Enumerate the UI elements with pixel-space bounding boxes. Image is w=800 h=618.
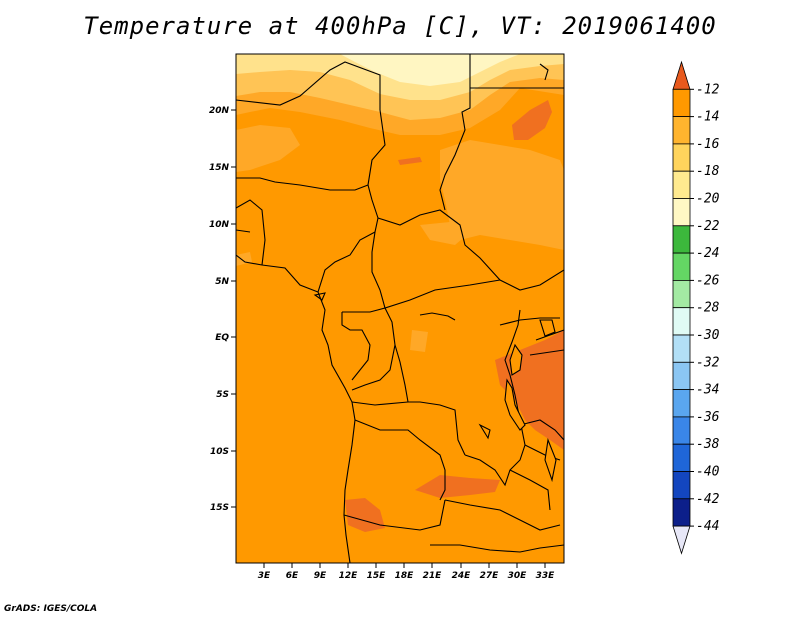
colorbar-segment xyxy=(672,498,691,527)
colorbar-label: -40 xyxy=(696,465,720,480)
colorbar-segment-top xyxy=(672,60,691,90)
svg-text:EQ: EQ xyxy=(215,333,229,343)
svg-text:12E: 12E xyxy=(339,571,359,581)
colorbar-segment xyxy=(672,443,691,472)
colorbar-label: -42 xyxy=(696,492,720,507)
lat-tick-5n: 5N xyxy=(215,277,236,287)
field-hot-south xyxy=(415,475,500,498)
country-borders xyxy=(236,54,564,563)
lon-tick-27e: 27E xyxy=(480,563,500,581)
colorbar-label: -24 xyxy=(696,246,719,261)
colorbar-label: -30 xyxy=(696,328,720,343)
svg-text:15E: 15E xyxy=(367,571,387,581)
colorbar-segment xyxy=(672,279,691,309)
colorbar-segment xyxy=(672,389,691,418)
grads-credit: GrADS: IGES/COLA xyxy=(4,604,98,614)
field-band-minus16-west xyxy=(236,125,300,172)
chart-title: Temperature at 400hPa [C], VT: 201906140… xyxy=(83,12,717,40)
colorbar-label: -18 xyxy=(696,164,720,179)
colorbar-segment xyxy=(672,143,691,172)
colorbar-segment xyxy=(672,471,691,500)
lat-axis: 20N 15N 10N 5N EQ 5S 10S 15S xyxy=(209,106,236,513)
field-patch-b xyxy=(410,330,428,352)
svg-text:5N: 5N xyxy=(215,277,229,287)
field-hot-dash xyxy=(398,157,422,165)
colorbar-label: -14 xyxy=(696,110,719,125)
colorbar: -12 -14 -16 -18 -20 -22 -24 -26 -28 -30 -32 -34 -36 -… xyxy=(672,60,720,555)
svg-text:21E: 21E xyxy=(423,571,443,581)
colorbar-segment xyxy=(672,88,691,118)
colorbar-label: -34 xyxy=(696,383,719,398)
svg-text:30E: 30E xyxy=(508,571,528,581)
svg-text:33E: 33E xyxy=(536,571,556,581)
colorbar-segment xyxy=(672,416,691,445)
colorbar-segment xyxy=(672,198,691,227)
lon-tick-30e: 30E xyxy=(508,563,528,581)
lon-tick-3e: 3E xyxy=(258,563,271,581)
colorbar-segment-bottom xyxy=(672,525,691,555)
coastline xyxy=(236,254,356,563)
colorbar-label: -36 xyxy=(696,410,720,425)
svg-text:24E: 24E xyxy=(452,571,472,581)
colorbar-label: -16 xyxy=(696,137,720,152)
colorbar-label: -32 xyxy=(696,355,720,370)
colorbar-segment xyxy=(672,334,691,363)
lat-tick-20n: 20N xyxy=(209,106,236,116)
svg-text:15N: 15N xyxy=(209,163,230,173)
lat-tick-15s: 15S xyxy=(210,503,236,513)
lon-tick-21e: 21E xyxy=(423,563,443,581)
field-band-minus16-east xyxy=(440,140,564,250)
svg-text:10N: 10N xyxy=(209,220,230,230)
svg-text:27E: 27E xyxy=(480,571,500,581)
colorbar-label: -22 xyxy=(696,219,720,234)
map-frame xyxy=(235,53,565,564)
lon-tick-6e: 6E xyxy=(286,563,299,581)
lon-tick-15e: 15E xyxy=(367,563,387,581)
colorbar-label: -28 xyxy=(696,301,720,316)
colorbar-segment xyxy=(672,361,691,390)
colorbar-label: -38 xyxy=(696,437,720,452)
temperature-field xyxy=(236,54,564,563)
lon-tick-24e: 24E xyxy=(452,563,472,581)
colorbar-label: -26 xyxy=(696,273,720,288)
lon-tick-18e: 18E xyxy=(395,563,415,581)
colorbar-label: -20 xyxy=(696,192,720,207)
colorbar-segment xyxy=(672,116,691,145)
svg-text:3E: 3E xyxy=(258,571,271,581)
field-hot-northeast xyxy=(512,100,552,140)
field-band-minus22 xyxy=(340,54,520,86)
svg-text:20N: 20N xyxy=(209,106,230,116)
colorbar-segment xyxy=(672,225,691,254)
lat-tick-15n: 15N xyxy=(209,163,236,173)
field-patch-a xyxy=(420,222,470,245)
svg-text:10S: 10S xyxy=(210,447,229,457)
lon-axis: 3E 6E 9E 12E 15E 18E 21E 24E 27E 30E 33E xyxy=(258,563,555,581)
colorbar-segment xyxy=(672,170,691,199)
lon-tick-9e: 9E xyxy=(314,563,327,581)
colorbar-segment xyxy=(672,252,691,281)
colorbar-segment xyxy=(672,307,691,336)
svg-text:18E: 18E xyxy=(395,571,415,581)
lat-tick-10n: 10N xyxy=(209,220,236,230)
lon-tick-33e: 33E xyxy=(536,563,556,581)
colorbar-label: -44 xyxy=(696,519,719,534)
lat-tick-5s: 5S xyxy=(216,390,236,400)
colorbar-label: -12 xyxy=(696,82,720,97)
svg-text:9E: 9E xyxy=(314,571,327,581)
lat-tick-eq: EQ xyxy=(215,333,236,343)
lat-tick-10s: 10S xyxy=(210,447,236,457)
lon-tick-12e: 12E xyxy=(339,563,359,581)
svg-text:15S: 15S xyxy=(210,503,229,513)
svg-text:5S: 5S xyxy=(216,390,229,400)
svg-text:6E: 6E xyxy=(286,571,299,581)
